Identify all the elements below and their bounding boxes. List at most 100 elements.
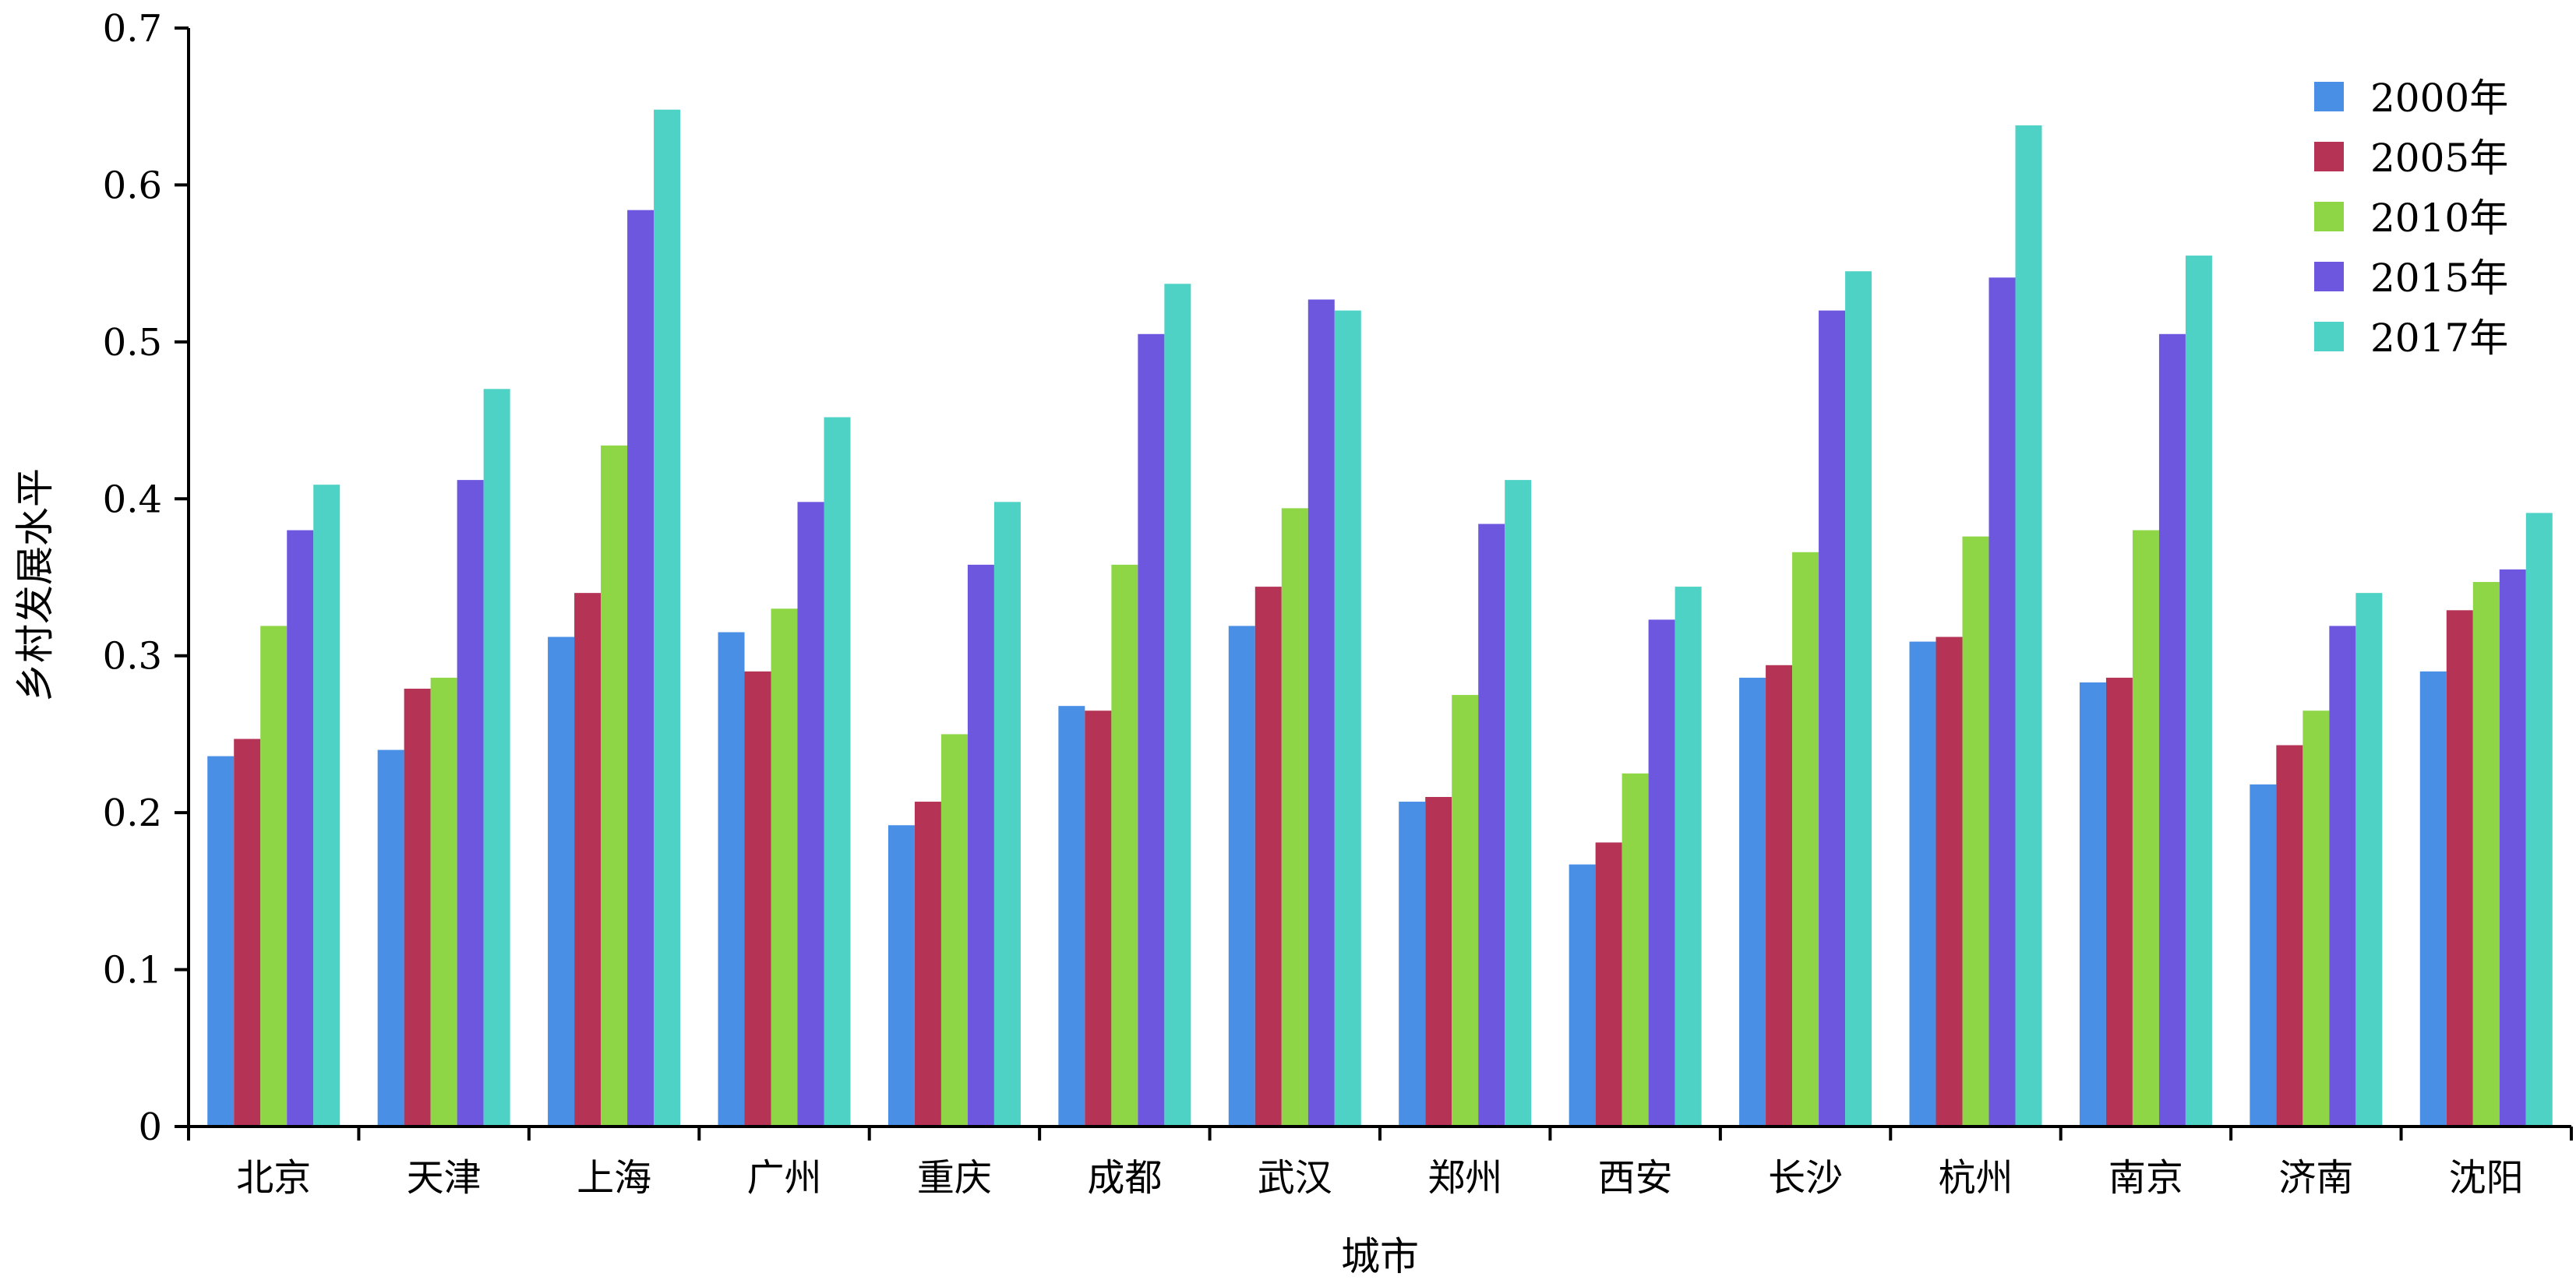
bar-2015年-郑州 bbox=[1478, 524, 1505, 1127]
y-tick-label: 0.3 bbox=[103, 635, 162, 679]
bar-2015年-上海 bbox=[627, 210, 655, 1127]
x-category-label: 郑州 bbox=[1427, 1156, 1502, 1200]
bar-2005年-天津 bbox=[404, 689, 431, 1127]
bar-2010年-天津 bbox=[430, 677, 457, 1127]
bar-2000年-广州 bbox=[718, 632, 745, 1127]
bar-2010年-长沙 bbox=[1792, 552, 1819, 1127]
bar-2005年-重庆 bbox=[914, 802, 941, 1127]
legend-label: 2017年 bbox=[2370, 316, 2508, 361]
bar-2005年-西安 bbox=[1595, 842, 1622, 1127]
bar-2017年-西安 bbox=[1674, 587, 1702, 1127]
bar-2010年-沈阳 bbox=[2472, 582, 2500, 1127]
legend: 2000年 2005年 2010年 2015年 2017年 bbox=[2314, 76, 2508, 361]
bar-2010年-广州 bbox=[771, 608, 798, 1127]
x-category-label: 北京 bbox=[236, 1156, 311, 1200]
bar-2005年-郑州 bbox=[1425, 797, 1452, 1127]
bar-2015年-北京 bbox=[287, 530, 314, 1127]
bar-2010年-杭州 bbox=[1962, 536, 1989, 1127]
x-category-label: 天津 bbox=[407, 1156, 482, 1200]
bar-2005年-广州 bbox=[744, 671, 771, 1127]
bar-2017年-天津 bbox=[483, 389, 510, 1127]
y-tick-label: 0.5 bbox=[103, 321, 162, 365]
bar-2010年-济南 bbox=[2303, 710, 2330, 1127]
bar-2000年-南京 bbox=[2079, 682, 2106, 1127]
bars-layer bbox=[207, 109, 2553, 1127]
bar-2015年-沈阳 bbox=[2499, 569, 2526, 1127]
bar-2000年-济南 bbox=[2250, 784, 2277, 1127]
y-tick-label: 0.7 bbox=[103, 7, 162, 51]
legend-swatch bbox=[2314, 202, 2344, 231]
bar-2015年-南京 bbox=[2158, 333, 2186, 1127]
bar-2010年-上海 bbox=[601, 445, 628, 1127]
bar-2000年-长沙 bbox=[1739, 677, 1766, 1127]
y-tick-label: 0.1 bbox=[103, 949, 162, 993]
x-category-label: 杭州 bbox=[1938, 1156, 2013, 1200]
x-ticks-layer: 北京 天津 上海 广州 重庆 成都 武汉 郑州 西安 长沙 杭州 南京 济南 沈阳 bbox=[187, 1127, 2573, 1200]
bar-2010年-重庆 bbox=[940, 734, 968, 1127]
bar-2000年-沈阳 bbox=[2419, 671, 2447, 1127]
y-tick-label: 0.6 bbox=[103, 164, 162, 207]
bar-2015年-天津 bbox=[457, 480, 484, 1127]
y-ticks-layer: 0 0.1 0.2 0.3 0.4 0.5 0.6 0.7 bbox=[103, 7, 189, 1149]
bar-2010年-北京 bbox=[260, 626, 288, 1127]
bar-2017年-上海 bbox=[654, 109, 681, 1127]
bar-2017年-沈阳 bbox=[2525, 513, 2553, 1127]
x-category-label: 济南 bbox=[2278, 1156, 2353, 1200]
bar-2017年-南京 bbox=[2185, 256, 2212, 1127]
bar-2000年-重庆 bbox=[887, 825, 915, 1127]
bar-2015年-广州 bbox=[797, 502, 824, 1127]
legend-label: 2005年 bbox=[2370, 136, 2508, 181]
y-tick-label: 0.4 bbox=[103, 478, 162, 521]
bar-2017年-广州 bbox=[824, 417, 851, 1127]
bar-2000年-武汉 bbox=[1228, 626, 1255, 1127]
bar-2000年-北京 bbox=[207, 756, 235, 1127]
bar-2015年-杭州 bbox=[1988, 277, 2016, 1127]
bar-2005年-武汉 bbox=[1254, 587, 1282, 1127]
bar-2015年-重庆 bbox=[967, 564, 994, 1127]
bar-2017年-重庆 bbox=[993, 502, 1021, 1127]
bar-2010年-西安 bbox=[1621, 773, 1649, 1127]
y-axis-title: 乡村发展水平 bbox=[12, 468, 58, 702]
bar-2017年-武汉 bbox=[1334, 310, 1361, 1127]
x-category-label: 南京 bbox=[2108, 1156, 2183, 1200]
bar-2005年-杭州 bbox=[1936, 636, 1963, 1127]
x-category-label: 成都 bbox=[1087, 1156, 1162, 1200]
legend-swatch bbox=[2314, 82, 2344, 111]
bar-2005年-济南 bbox=[2276, 745, 2303, 1127]
x-category-label: 武汉 bbox=[1258, 1156, 1332, 1200]
bar-2005年-北京 bbox=[234, 739, 261, 1127]
bar-2000年-天津 bbox=[377, 749, 404, 1127]
x-category-label: 西安 bbox=[1598, 1156, 1673, 1200]
bar-2000年-杭州 bbox=[1909, 641, 1936, 1127]
bar-2010年-武汉 bbox=[1281, 508, 1308, 1127]
legend-label: 2010年 bbox=[2370, 196, 2508, 241]
bar-2015年-济南 bbox=[2329, 626, 2356, 1127]
bar-2017年-长沙 bbox=[1845, 271, 1872, 1127]
x-category-label: 上海 bbox=[577, 1156, 651, 1200]
bar-2017年-郑州 bbox=[1505, 480, 1532, 1127]
bar-2000年-郑州 bbox=[1399, 802, 1426, 1127]
axes-layer bbox=[187, 28, 2571, 1128]
bar-2015年-武汉 bbox=[1307, 299, 1335, 1127]
y-tick-label: 0.2 bbox=[103, 792, 162, 835]
bar-2010年-南京 bbox=[2132, 530, 2159, 1127]
y-tick-label: 0 bbox=[138, 1105, 162, 1149]
x-category-label: 沈阳 bbox=[2449, 1156, 2524, 1200]
x-category-label: 重庆 bbox=[917, 1156, 992, 1200]
bar-2010年-郑州 bbox=[1452, 695, 1479, 1127]
bar-2000年-上海 bbox=[548, 636, 575, 1127]
bar-2015年-西安 bbox=[1648, 619, 1675, 1127]
legend-swatch bbox=[2314, 322, 2344, 351]
bar-2000年-成都 bbox=[1058, 706, 1085, 1127]
legend-label: 2000年 bbox=[2370, 76, 2508, 121]
x-axis-title: 城市 bbox=[1341, 1234, 1419, 1279]
bar-2000年-西安 bbox=[1569, 864, 1596, 1127]
bar-2015年-成都 bbox=[1138, 333, 1165, 1127]
bar-2005年-成都 bbox=[1085, 710, 1112, 1127]
bar-2005年-上海 bbox=[574, 593, 602, 1127]
x-category-label: 长沙 bbox=[1768, 1156, 1843, 1200]
legend-swatch bbox=[2314, 262, 2344, 291]
bar-2005年-长沙 bbox=[1766, 665, 1793, 1127]
bar-2005年-沈阳 bbox=[2446, 610, 2473, 1127]
